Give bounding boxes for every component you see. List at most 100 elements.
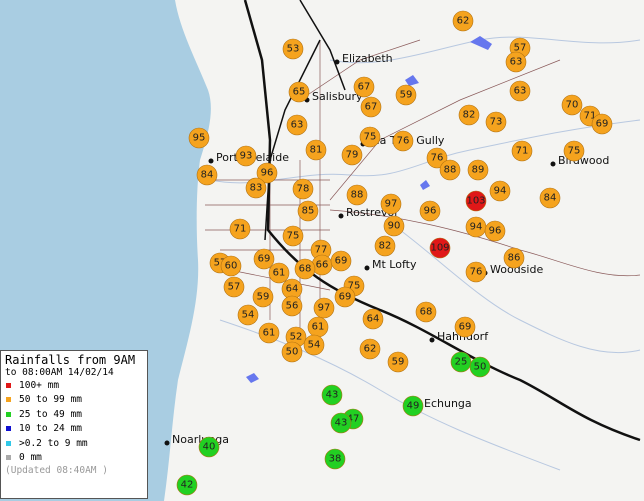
place-dot: [550, 161, 556, 167]
legend-swatch: [6, 411, 11, 417]
legend-item: 0 mm: [5, 451, 143, 466]
station-value: 71: [516, 146, 529, 157]
station-value: 97: [385, 199, 398, 210]
station: 84: [539, 187, 561, 209]
station-marker: [292, 178, 314, 200]
station-value: 109: [430, 243, 449, 254]
station-value: 96: [261, 168, 274, 179]
legend-item: 10 to 24 mm: [5, 422, 143, 437]
station-marker: [426, 147, 448, 169]
legend-swatch: [6, 455, 11, 461]
station: 94: [489, 180, 511, 202]
station-value: 81: [310, 145, 323, 156]
station: 61: [268, 262, 290, 284]
legend: Rainfalls from 9AM to 08:00AM 14/02/14 1…: [0, 350, 148, 499]
station: 43: [321, 384, 343, 406]
station: 50: [281, 341, 303, 363]
station-value: 82: [463, 110, 476, 121]
station-value: 56: [286, 301, 299, 312]
station-marker: [454, 316, 476, 338]
station-marker: [305, 139, 327, 161]
station-value: 64: [367, 314, 380, 325]
station: 68: [294, 258, 316, 280]
station: 63: [505, 51, 527, 73]
station-value: 77: [315, 245, 328, 256]
station-value: 49: [407, 401, 420, 412]
place-name: Echunga: [424, 397, 472, 410]
freeway: [243, 0, 641, 442]
station-marker: [374, 235, 396, 257]
station-value: 54: [242, 310, 255, 321]
station-value: 64: [286, 284, 299, 295]
station-value: 69: [596, 119, 609, 130]
station: 59: [252, 286, 274, 308]
station-value: 54: [308, 340, 321, 351]
station: 71: [229, 218, 251, 240]
station: 43: [330, 412, 352, 434]
station: 75: [282, 225, 304, 247]
station-marker: [313, 297, 335, 319]
station: 96: [484, 220, 506, 242]
station: 88: [439, 159, 461, 181]
station-value: 67: [358, 82, 371, 93]
station: 40: [198, 436, 220, 458]
station-value: 73: [490, 117, 503, 128]
station: 61: [258, 322, 280, 344]
station: 63: [286, 114, 308, 136]
station-value: 96: [424, 206, 437, 217]
station: 62: [359, 338, 381, 360]
station-value: 76: [431, 153, 444, 164]
station: 93: [235, 145, 257, 167]
station: 88: [346, 184, 368, 206]
station-marker: [465, 190, 487, 212]
station: 95: [188, 127, 210, 149]
station-marker: [286, 114, 308, 136]
station: 75: [563, 140, 585, 162]
station: 69: [591, 113, 613, 135]
station: 71: [511, 140, 533, 162]
station-marker: [458, 104, 480, 126]
station: 96: [256, 162, 278, 184]
station-marker: [282, 225, 304, 247]
station-marker: [563, 140, 585, 162]
station-value: 95: [193, 133, 206, 144]
station-marker: [419, 200, 441, 222]
station-marker: [359, 126, 381, 148]
station-value: 76: [470, 267, 483, 278]
place-dot: [364, 265, 370, 271]
station: 59: [387, 351, 409, 373]
station: 97: [313, 297, 335, 319]
station-value: 88: [351, 190, 364, 201]
station: 62: [452, 10, 474, 32]
station-value: 89: [472, 165, 485, 176]
station: 73: [485, 111, 507, 133]
station-marker: [334, 286, 356, 308]
station-value: 75: [568, 146, 581, 157]
station: 69: [253, 248, 275, 270]
station: 70: [561, 94, 583, 116]
station-marker: [282, 38, 304, 60]
station-value: 78: [297, 184, 310, 195]
station: 96: [419, 200, 441, 222]
station-marker: [469, 356, 491, 378]
station-value: 96: [489, 226, 502, 237]
station-value: 53: [287, 44, 300, 55]
station-marker: [380, 193, 402, 215]
legend-label: >0.2 to 9 mm: [19, 437, 88, 449]
station-marker: [188, 127, 210, 149]
station-marker: [253, 248, 275, 270]
station-value: 62: [364, 344, 377, 355]
station: 97: [380, 193, 402, 215]
station: 90: [383, 215, 405, 237]
station-marker: [484, 220, 506, 242]
station-marker: [297, 200, 319, 222]
station-marker: [324, 448, 346, 470]
station-marker: [505, 51, 527, 73]
station-value: 103: [466, 196, 485, 207]
station-value: 75: [364, 132, 377, 143]
station-marker: [198, 436, 220, 458]
station-marker: [303, 334, 325, 356]
station-value: 75: [348, 281, 361, 292]
station: 64: [362, 308, 384, 330]
station-value: 82: [379, 241, 392, 252]
